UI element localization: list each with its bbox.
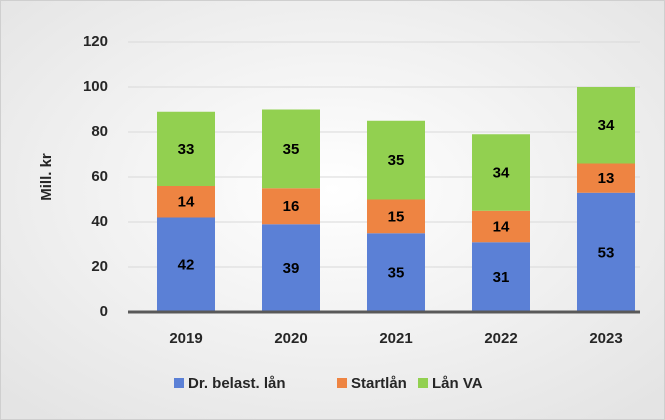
data-label: 15 xyxy=(388,208,405,225)
data-label: 33 xyxy=(178,141,195,158)
bar-segment xyxy=(472,210,530,243)
bar-segment xyxy=(367,233,425,312)
data-label: 53 xyxy=(598,244,615,261)
x-tick-label: 2019 xyxy=(169,330,202,347)
data-label: 14 xyxy=(178,194,195,211)
bar-segment xyxy=(157,186,215,218)
y-tick-label: 40 xyxy=(91,213,108,230)
x-tick-label: 2023 xyxy=(589,330,622,347)
bar-segment xyxy=(577,87,635,164)
y-axis-label: Mill. kr xyxy=(38,153,55,201)
data-label: 34 xyxy=(598,117,615,134)
bar-segment xyxy=(367,120,425,200)
data-label: 31 xyxy=(493,269,510,286)
bar-segment xyxy=(472,242,530,312)
data-label: 34 xyxy=(493,164,510,181)
legend-label: Startlån xyxy=(351,375,407,392)
y-tick-label: 0 xyxy=(100,303,108,320)
data-label: 39 xyxy=(283,260,300,277)
legend-label: Lån VA xyxy=(432,375,483,392)
bar-segment xyxy=(262,224,320,312)
legend-swatch xyxy=(337,378,347,388)
bar-segment xyxy=(577,163,635,193)
data-label: 13 xyxy=(598,170,615,187)
data-label: 35 xyxy=(388,265,405,282)
data-label: 42 xyxy=(178,257,195,274)
x-tick-label: 2020 xyxy=(274,330,307,347)
bar-segment xyxy=(472,134,530,211)
bar-segment xyxy=(157,111,215,186)
legend-swatch xyxy=(418,378,428,388)
bar-segment xyxy=(367,199,425,234)
y-tick-label: 80 xyxy=(91,123,108,140)
data-label: 35 xyxy=(388,152,405,169)
x-tick-label: 2022 xyxy=(484,330,517,347)
bar-segment xyxy=(262,109,320,189)
data-label: 14 xyxy=(493,218,510,235)
legend-label: Dr. belast. lån xyxy=(188,375,286,392)
data-label: 35 xyxy=(283,141,300,158)
x-tick-label: 2021 xyxy=(379,330,412,347)
y-tick-label: 100 xyxy=(83,78,108,95)
bar-segment xyxy=(262,188,320,225)
y-tick-label: 120 xyxy=(83,33,108,50)
data-label: 16 xyxy=(283,198,300,215)
y-tick-label: 20 xyxy=(91,258,108,275)
y-tick-label: 60 xyxy=(91,168,108,185)
bar-segment xyxy=(157,217,215,312)
legend-swatch xyxy=(174,378,184,388)
bar-segment xyxy=(577,192,635,312)
